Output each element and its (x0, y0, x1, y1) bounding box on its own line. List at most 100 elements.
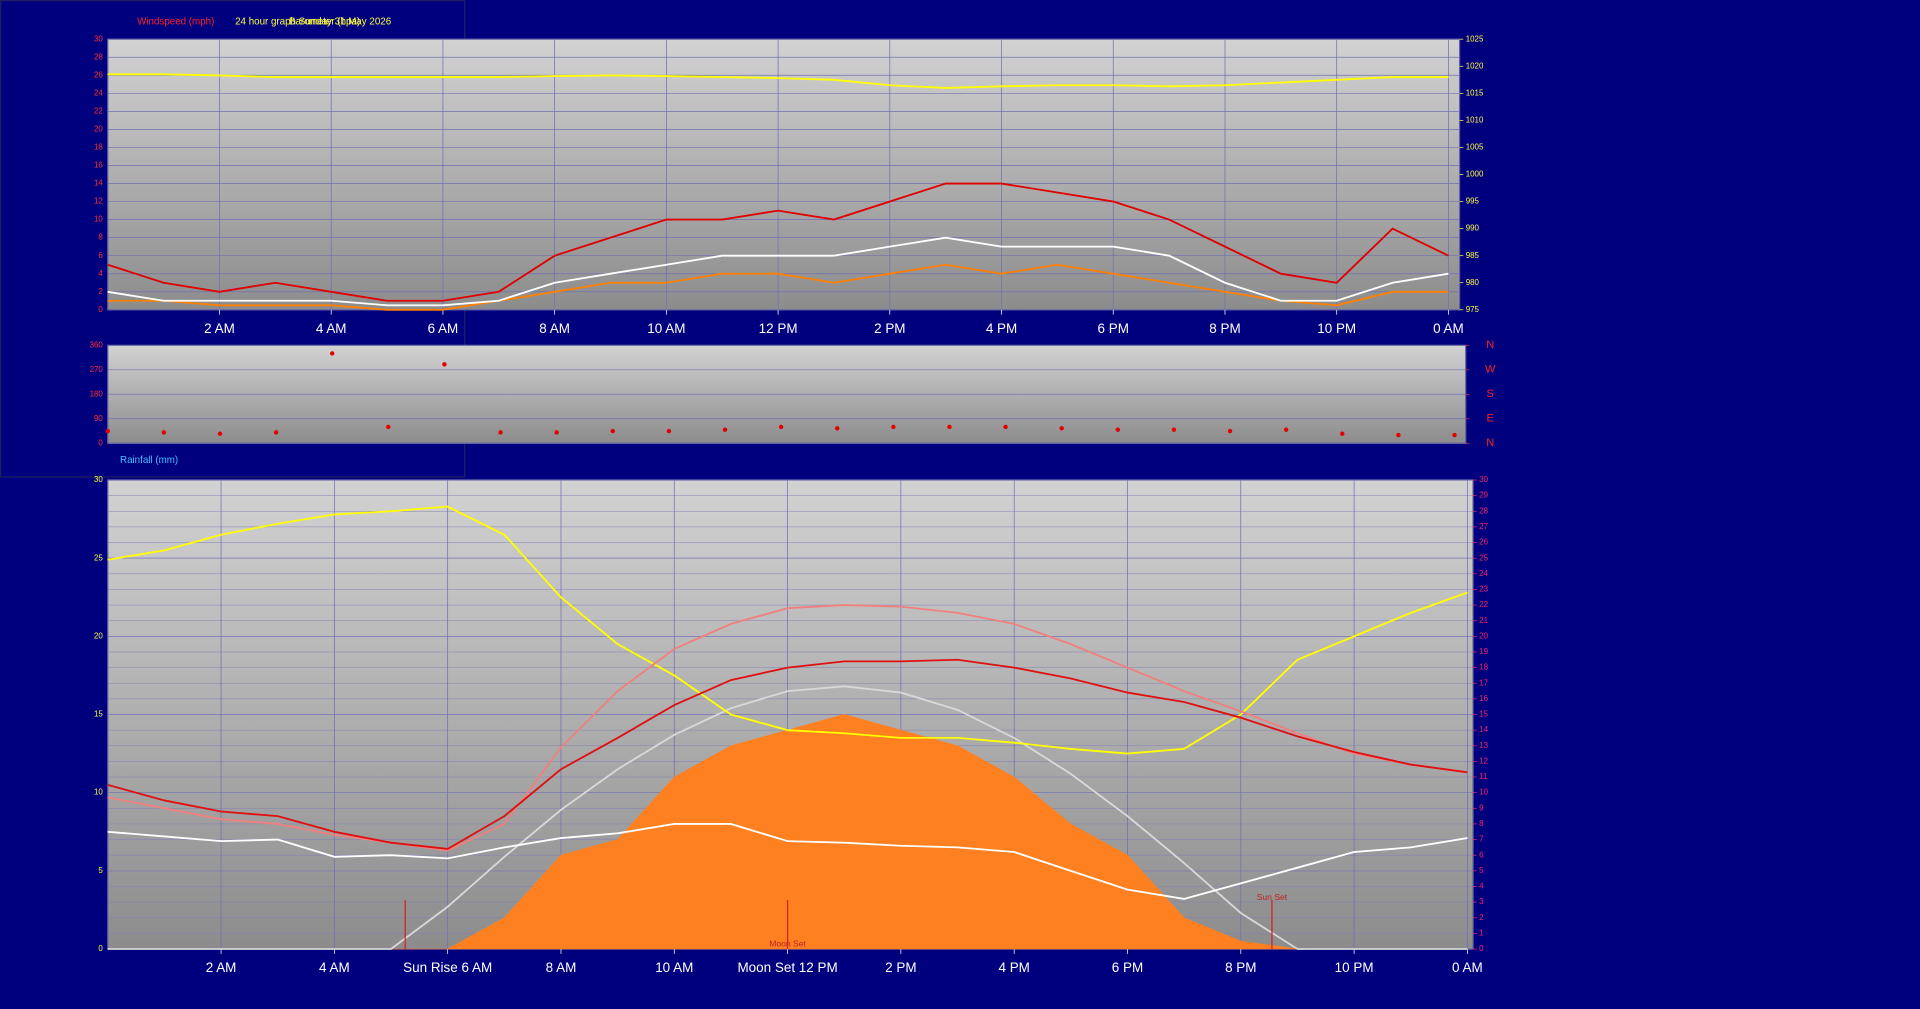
y2-tick-label: N (1486, 339, 1494, 351)
y-tick-label: 28 (94, 52, 103, 61)
y-tick-label: 12 (94, 197, 103, 206)
annotation-label: Moon Set (769, 938, 806, 948)
point (1227, 428, 1233, 434)
point (1452, 432, 1457, 438)
y-tick-label: 5 (98, 866, 103, 875)
point (891, 424, 896, 430)
y2-tick-label: 3 (1479, 897, 1484, 906)
y2-tick-label: 6 (1479, 850, 1484, 859)
x-tick-label: 8 PM (1209, 321, 1240, 336)
series-line (107, 236, 1449, 307)
point (666, 428, 672, 434)
y2-tick-label: 2 (1479, 913, 1484, 922)
y-tick-label: 10 (94, 788, 103, 797)
y-tick-label: 15 (94, 710, 103, 719)
x-tick-label: 2 PM (874, 321, 905, 336)
y2-tick-label: 13 (1479, 741, 1488, 750)
x-tick-label: Moon Set 12 PM (737, 960, 837, 975)
point (217, 431, 223, 436)
annotation-label: Sun Set (1257, 892, 1288, 902)
series-line (107, 263, 1449, 311)
y2-tick-label: 11 (1479, 772, 1488, 781)
point (554, 430, 559, 435)
y2-tick-label: 1025 (1466, 34, 1484, 43)
series-line (107, 505, 1468, 755)
y-tick-label: 24 (94, 88, 103, 97)
y2-tick-label: 29 (1479, 491, 1488, 500)
y2-tick-label: 990 (1466, 224, 1480, 233)
y-tick-label: 20 (94, 124, 103, 133)
y2-tick-label: 0 (1479, 944, 1484, 953)
y-tick-label: 180 (90, 389, 104, 398)
point (1115, 427, 1121, 432)
y2-tick-label: 28 (1479, 506, 1488, 515)
y-tick-label: 6 (98, 251, 103, 260)
series-line (107, 182, 1449, 302)
x-tick-label: 8 PM (1225, 960, 1256, 975)
y-tick-label: 10 (94, 215, 103, 224)
x-tick-label: 10 AM (655, 960, 693, 975)
y-tick-label: 0 (98, 944, 103, 953)
chart-label: Barometer (hpa) (289, 17, 360, 28)
x-tick-label: Sun Rise 6 AM (403, 960, 492, 975)
x-tick-label: 4 AM (319, 960, 350, 975)
y2-tick-label: 8 (1479, 819, 1484, 828)
x-tick-label: 2 PM (885, 960, 916, 975)
series-line (107, 823, 1468, 900)
y2-tick-label: 12 (1479, 756, 1488, 765)
y-tick-label: 90 (94, 414, 103, 423)
y-tick-label: 14 (94, 179, 103, 188)
y-tick-label: 25 (94, 553, 103, 562)
series-line (107, 73, 1449, 89)
y2-tick-label: 19 (1479, 647, 1488, 656)
point (330, 351, 335, 356)
y2-tick-label: 1015 (1466, 88, 1484, 97)
y-tick-label: 360 (90, 340, 104, 349)
y2-tick-label: S (1487, 388, 1494, 400)
point (273, 430, 279, 435)
point (835, 426, 840, 431)
y2-tick-label: 1000 (1466, 170, 1484, 179)
y2-tick-label: 1005 (1466, 143, 1484, 152)
y2-tick-label: 9 (1479, 803, 1484, 812)
point (161, 430, 167, 435)
y2-tick-label: 17 (1479, 678, 1488, 687)
x-tick-label: 4 AM (316, 321, 347, 336)
x-tick-label: 2 AM (206, 960, 237, 975)
chart-label: Windspeed (mph) (137, 17, 214, 28)
y-tick-label: 20 (94, 631, 103, 640)
y2-tick-label: 1 (1479, 928, 1484, 937)
chart-label: 24 hour graph Sunday 31 May 2026 (235, 17, 392, 28)
y2-tick-label: 995 (1466, 197, 1480, 206)
series-line (107, 604, 1468, 852)
y-tick-label: 8 (98, 233, 103, 242)
y-tick-label: 30 (94, 34, 103, 43)
y2-tick-label: N (1486, 437, 1494, 449)
y-tick-label: 2 (98, 287, 103, 296)
y2-tick-label: 27 (1479, 522, 1488, 531)
x-tick-label: 6 AM (428, 321, 459, 336)
y2-tick-label: 10 (1479, 788, 1488, 797)
y-tick-label: 0 (98, 438, 103, 447)
y2-tick-label: 7 (1479, 835, 1484, 844)
y2-tick-label: 15 (1479, 710, 1488, 719)
y2-tick-label: 1020 (1466, 61, 1484, 70)
point (722, 427, 728, 432)
x-tick-label: 10 PM (1335, 960, 1374, 975)
x-tick-label: 8 AM (539, 321, 570, 336)
y-tick-label: 22 (94, 106, 103, 115)
point (1003, 424, 1008, 430)
x-tick-label: 0 AM (1433, 321, 1464, 336)
y2-tick-label: 21 (1479, 616, 1488, 625)
point (1059, 426, 1064, 431)
point (947, 424, 952, 430)
y-tick-label: 26 (94, 70, 103, 79)
y2-tick-label: 980 (1466, 278, 1480, 287)
point (1396, 432, 1401, 438)
y2-tick-label: 23 (1479, 585, 1488, 594)
y2-tick-label: 30 (1479, 475, 1488, 484)
point (778, 424, 784, 430)
point (386, 424, 391, 430)
y2-tick-label: 5 (1479, 866, 1484, 875)
